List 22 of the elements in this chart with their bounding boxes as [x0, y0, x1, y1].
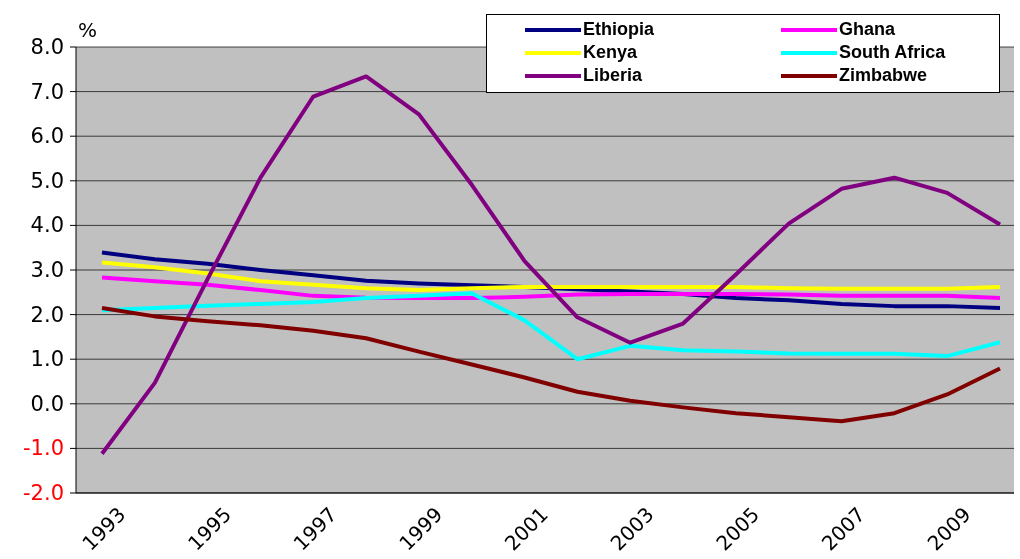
- line-series: [100, 260, 1002, 293]
- y-tick-label: -2.0: [23, 481, 64, 505]
- y-tick-label: -1.0: [23, 436, 64, 461]
- y-tick-label: 7.0: [30, 79, 64, 104]
- y-tick-label: 0.0: [30, 391, 64, 416]
- y-tick-label: 1.0: [30, 347, 64, 372]
- legend-label: Zimbabwe: [839, 65, 928, 86]
- line-series: [100, 275, 1002, 301]
- y-tick-label: 5.0: [30, 168, 64, 193]
- line-series: [100, 305, 1002, 424]
- y-tick-label: 3.0: [30, 258, 64, 282]
- legend-label: Kenya: [583, 42, 638, 63]
- legend-label: South Africa: [839, 42, 946, 63]
- legend-label: Ghana: [839, 19, 896, 40]
- y-tick-label: 4.0: [30, 213, 64, 238]
- legend-label: Ethiopia: [583, 19, 654, 40]
- legend-label: Liberia: [583, 65, 643, 86]
- y-tick-label: 2.0: [30, 302, 64, 327]
- y-tick-label: 8.0: [30, 35, 64, 59]
- line-series: [100, 291, 1002, 362]
- y-tick-label: 6.0: [30, 124, 64, 149]
- y-axis-title: %: [78, 18, 98, 42]
